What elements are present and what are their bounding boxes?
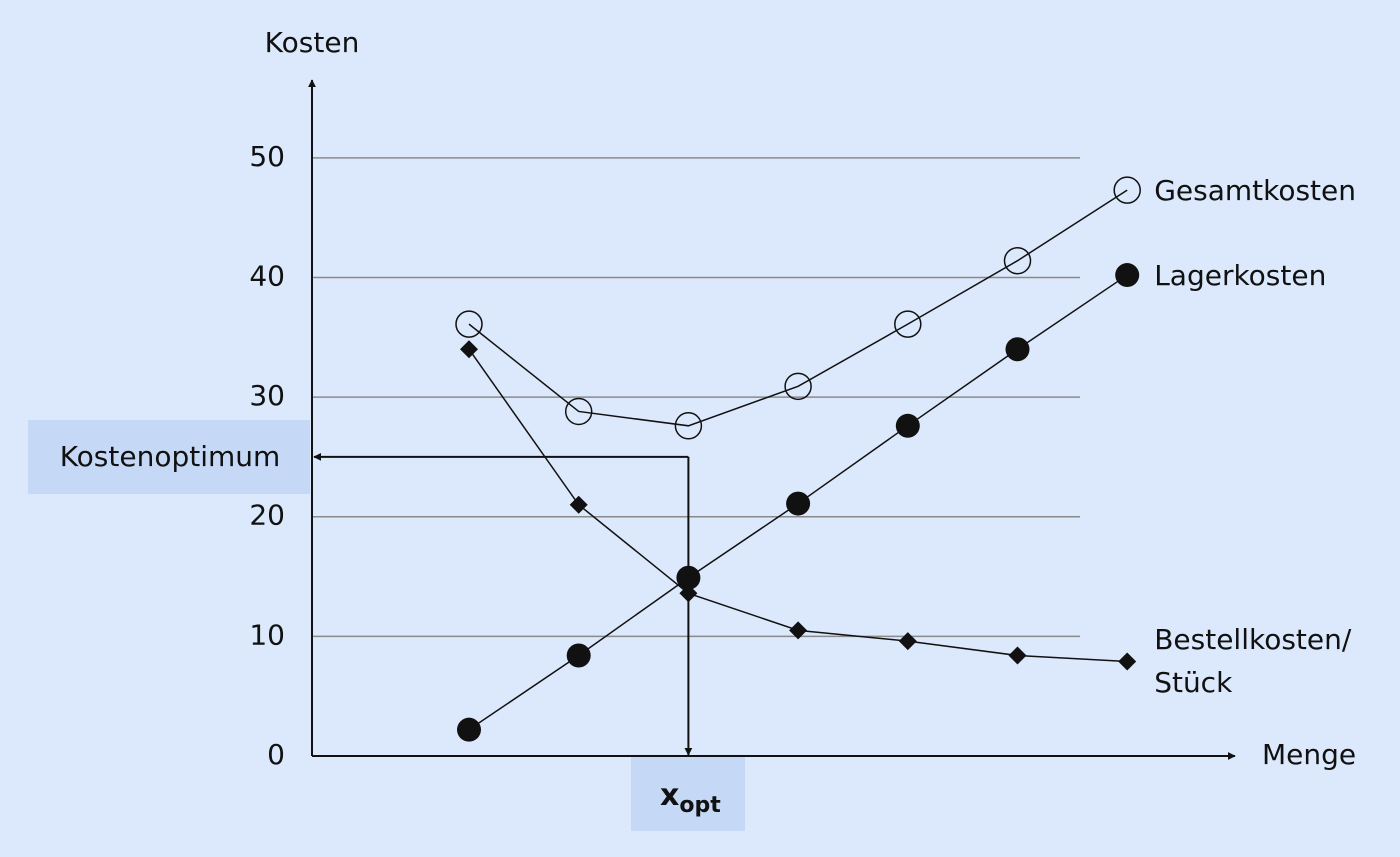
marker (786, 491, 811, 516)
legend-label: Gesamtkosten (1154, 174, 1356, 208)
marker (457, 717, 481, 742)
marker (1003, 246, 1032, 275)
marker (898, 632, 917, 651)
marker (674, 412, 703, 440)
marker (1115, 263, 1140, 288)
y-tick-label: 10 (249, 618, 285, 651)
y-tick-label: 50 (249, 140, 285, 173)
y-axis-label: Kosten (265, 26, 360, 59)
marker (895, 413, 920, 438)
y-tick-label: 20 (249, 499, 285, 532)
optimum-x-box (631, 757, 745, 831)
marker (676, 565, 701, 590)
optimum-x-sub: opt (679, 793, 721, 818)
x-axis-label: Menge (1262, 738, 1356, 771)
marker (1005, 337, 1030, 362)
series-line (468, 189, 1128, 427)
marker (1113, 176, 1141, 204)
marker (564, 397, 593, 426)
marker (784, 372, 812, 401)
optimum-x-main: x (660, 778, 679, 813)
marker (566, 643, 591, 668)
y-tick-label: 0 (267, 738, 285, 771)
marker (1008, 646, 1027, 665)
marker (569, 495, 588, 514)
marker (455, 310, 483, 338)
legend-label: Lagerkosten (1154, 259, 1327, 293)
optimum-box (28, 420, 310, 494)
marker (460, 340, 478, 359)
marker (679, 584, 698, 603)
marker (894, 310, 922, 338)
marker (789, 621, 808, 640)
marker (1118, 652, 1137, 671)
y-tick-label: 40 (249, 259, 285, 292)
y-tick-label: 30 (249, 379, 285, 412)
optimum-x-label: xopt (660, 778, 721, 819)
legend-label: Bestellkosten/ Stück (1154, 623, 1352, 700)
optimum-label: Kostenoptimum (60, 440, 281, 473)
